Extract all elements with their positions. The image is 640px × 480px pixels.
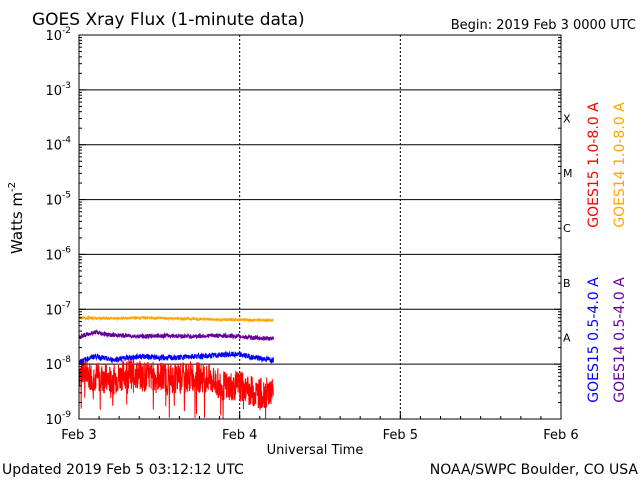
y-tick-label: 10-2 bbox=[45, 26, 71, 44]
flare-class-label: B bbox=[563, 277, 571, 290]
legend-entry: GOES14 0.5-4.0 A bbox=[612, 277, 628, 403]
x-tick-label: Feb 3 bbox=[61, 428, 96, 443]
y-tick-label-exponent: -2 bbox=[62, 26, 71, 36]
x-tick-label: Feb 6 bbox=[543, 428, 578, 443]
legend-entry: GOES15 0.5-4.0 A bbox=[586, 277, 602, 403]
y-tick-label-exponent: -9 bbox=[62, 410, 71, 420]
y-tick-label-exponent: -6 bbox=[62, 245, 71, 255]
y-axis-label-group: Watts m-2 bbox=[7, 182, 26, 254]
y-tick-label: 10-8 bbox=[45, 355, 71, 373]
chart-title: GOES Xray Flux (1-minute data) bbox=[32, 10, 305, 30]
series-lines bbox=[78, 314, 274, 420]
x-tick-label: Feb 5 bbox=[383, 428, 418, 443]
y-tick-label-exponent: -3 bbox=[62, 81, 71, 91]
flare-class-label: C bbox=[563, 222, 571, 235]
y-tick-label-base: 10 bbox=[45, 303, 62, 318]
y-tick-label: 10-4 bbox=[45, 136, 71, 154]
y-tick-label: 10-6 bbox=[45, 245, 71, 263]
series-line bbox=[78, 349, 274, 366]
y-tick-label: 10-9 bbox=[45, 410, 71, 428]
y-tick-label-base: 10 bbox=[45, 139, 62, 154]
updated-timestamp: Updated 2019 Feb 5 03:12:12 UTC bbox=[2, 462, 244, 478]
y-axis-label: Watts m-2 bbox=[7, 182, 26, 254]
y-axis-label-exponent: -2 bbox=[7, 182, 18, 192]
y-tick-label: 10-7 bbox=[45, 300, 71, 318]
x-tick-label: Feb 4 bbox=[222, 428, 257, 443]
y-tick-label-exponent: -8 bbox=[62, 355, 71, 365]
credit-label: NOAA/SWPC Boulder, CO USA bbox=[430, 462, 639, 478]
y-tick-label: 10-5 bbox=[45, 191, 71, 209]
y-tick-label-exponent: -7 bbox=[62, 300, 71, 310]
legend: GOES15 1.0-8.0 A GOES14 1.0-8.0 A GOES15 0… bbox=[586, 102, 628, 403]
legend-entry: GOES15 1.0-8.0 A bbox=[586, 102, 602, 228]
y-tick-label-base: 10 bbox=[45, 248, 62, 263]
x-axis-label: Universal Time bbox=[267, 443, 364, 458]
flare-class-label: X bbox=[563, 112, 571, 125]
plot-frame bbox=[78, 34, 562, 420]
series-line bbox=[78, 328, 274, 342]
y-tick-label-base: 10 bbox=[45, 29, 62, 44]
y-tick-label-exponent: -4 bbox=[62, 136, 71, 146]
flare-class-label: M bbox=[563, 167, 573, 180]
y-tick-label-base: 10 bbox=[45, 194, 62, 209]
y-tick-label: 10-3 bbox=[45, 81, 71, 99]
y-tick-label-base: 10 bbox=[45, 358, 62, 373]
y-axis-label-text: Watts m bbox=[8, 192, 26, 254]
y-tick-label-base: 10 bbox=[45, 413, 62, 428]
y-tick-label-exponent: -5 bbox=[62, 191, 71, 201]
grid-lines bbox=[79, 35, 561, 419]
legend-entry: GOES14 1.0-8.0 A bbox=[612, 102, 628, 228]
y-tick-label-base: 10 bbox=[45, 84, 62, 99]
series-line bbox=[78, 314, 274, 323]
series-line bbox=[78, 358, 274, 420]
flare-class-label: A bbox=[563, 332, 571, 345]
begin-label: Begin: 2019 Feb 3 0000 UTC bbox=[451, 18, 636, 33]
